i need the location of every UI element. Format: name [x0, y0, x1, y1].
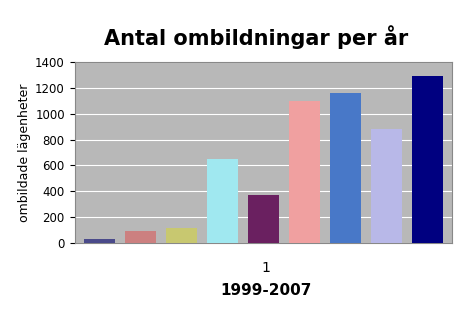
Y-axis label: ombildade lägenheter: ombildade lägenheter	[18, 83, 31, 221]
Text: 1: 1	[261, 261, 270, 275]
Text: Antal ombildningar per år: Antal ombildningar per år	[104, 25, 408, 49]
Bar	[289, 101, 320, 243]
Bar	[330, 93, 361, 243]
Bar	[207, 159, 238, 243]
Text: 1999-2007: 1999-2007	[220, 283, 311, 298]
Bar	[125, 231, 156, 243]
Bar	[412, 77, 443, 243]
Bar	[371, 129, 402, 243]
Bar	[166, 228, 197, 243]
Bar	[84, 239, 115, 243]
Bar	[248, 195, 279, 243]
